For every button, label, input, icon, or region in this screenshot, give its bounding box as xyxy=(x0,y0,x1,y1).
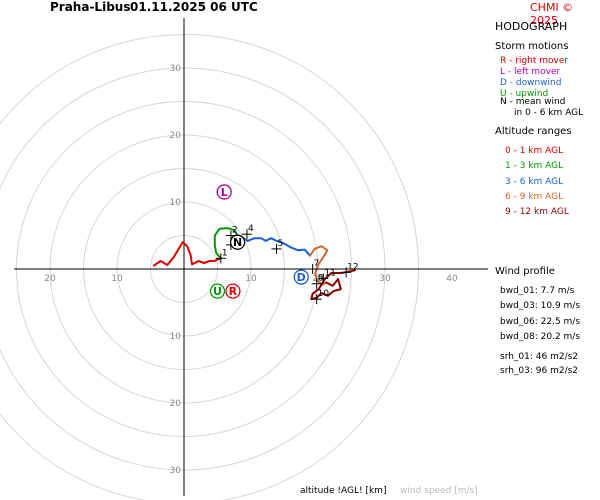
y-tick-label: 10 xyxy=(170,198,182,208)
y-tick-label: 30 xyxy=(170,64,182,74)
y-tick-label: 20 xyxy=(170,399,182,409)
trace-6-9-km xyxy=(309,245,329,287)
srh-03: srh_03: 96 m2/s2 xyxy=(500,366,579,376)
storm-marker-N xyxy=(229,234,246,250)
legend-upwind: U - upwind xyxy=(500,89,549,99)
altitude-label: 4 xyxy=(248,224,254,234)
bwd-06: bwd_06: 22.5 m/s xyxy=(500,317,581,327)
legend-downwind: D - downwind xyxy=(500,78,562,88)
srh-01: srh_01: 46 m2/s2 xyxy=(500,352,579,362)
date-time: 01.11.2025 06 UTC xyxy=(130,0,258,14)
trace-9-12-km xyxy=(310,269,356,301)
storm-motion-markers: L N D U R xyxy=(209,184,309,299)
storm-marker-D xyxy=(293,269,309,285)
range-1-3: 1 - 3 km AGL xyxy=(505,161,564,171)
y-tick-label: 30 xyxy=(170,466,182,476)
y-tick-label: 10 xyxy=(170,332,182,342)
legend-right-mover: R - right mover xyxy=(500,56,569,66)
copyright: CHMI © 2025 xyxy=(530,1,574,27)
storm-marker-R xyxy=(225,283,241,299)
bwd-03: bwd_03: 10.9 m/s xyxy=(500,301,581,311)
x-tick-label: 40 xyxy=(446,274,458,284)
altitude-label: 2 xyxy=(232,226,238,236)
x-tick-label: 20 xyxy=(44,274,56,284)
x-tick-label: 10 xyxy=(111,274,123,284)
station-name: Praha-Libus xyxy=(50,0,131,14)
storm-label-N: N xyxy=(233,236,242,249)
range-9-12: 9 - 12 km AGL xyxy=(505,207,569,217)
altitude-label: 1 xyxy=(222,248,228,258)
wind-profile-title: Wind profile xyxy=(495,266,555,277)
x-tick-label: 10 xyxy=(245,274,257,284)
altitude-label: 5 xyxy=(277,239,283,249)
storm-label-D: D xyxy=(297,271,306,284)
altitude-axis-label: altitude !AGL! [km] xyxy=(300,486,387,496)
hodograph-axes xyxy=(14,18,488,496)
altitude-label: 7 xyxy=(314,259,320,269)
altitude-label: 12 xyxy=(347,262,358,272)
bwd-08: bwd_08: 20.2 m/s xyxy=(500,332,581,342)
x-tick-label: 30 xyxy=(379,274,391,284)
x-tick-label: 20 xyxy=(312,274,324,284)
y-tick-label: 20 xyxy=(170,131,182,141)
storm-marker-L xyxy=(216,184,232,200)
altitude-label: 10 xyxy=(318,289,330,299)
legend-left-mover: L - left mover xyxy=(500,67,561,77)
storm-marker-U xyxy=(209,283,226,299)
storm-motions-title: Storm motions xyxy=(495,41,569,52)
storm-label-R: R xyxy=(229,285,238,298)
wind-speed-label: wind speed [m/s] xyxy=(400,486,478,496)
bwd-01: bwd_01: 7.7 m/s xyxy=(500,286,575,296)
range-0-1: 0 - 1 km AGL xyxy=(505,146,564,156)
range-6-9: 6 - 9 km AGL xyxy=(505,192,564,202)
legend-mean-wind: N - mean wind xyxy=(500,97,566,107)
range-3-6: 3 - 6 km AGL xyxy=(505,177,564,187)
panel-title: HODOGRAPH xyxy=(495,20,568,33)
storm-label-L: L xyxy=(221,186,228,199)
legend-mean-wind-layer: in 0 - 6 km AGL xyxy=(514,108,584,118)
storm-label-U: U xyxy=(213,285,222,298)
tick-labels: 20 10 10 20 30 40 30 20 10 10 20 30 xyxy=(44,64,458,476)
trace-0-1-km xyxy=(152,241,222,267)
altitude-ranges-title: Altitude ranges xyxy=(495,126,572,137)
altitude-label: 11 xyxy=(324,268,335,278)
